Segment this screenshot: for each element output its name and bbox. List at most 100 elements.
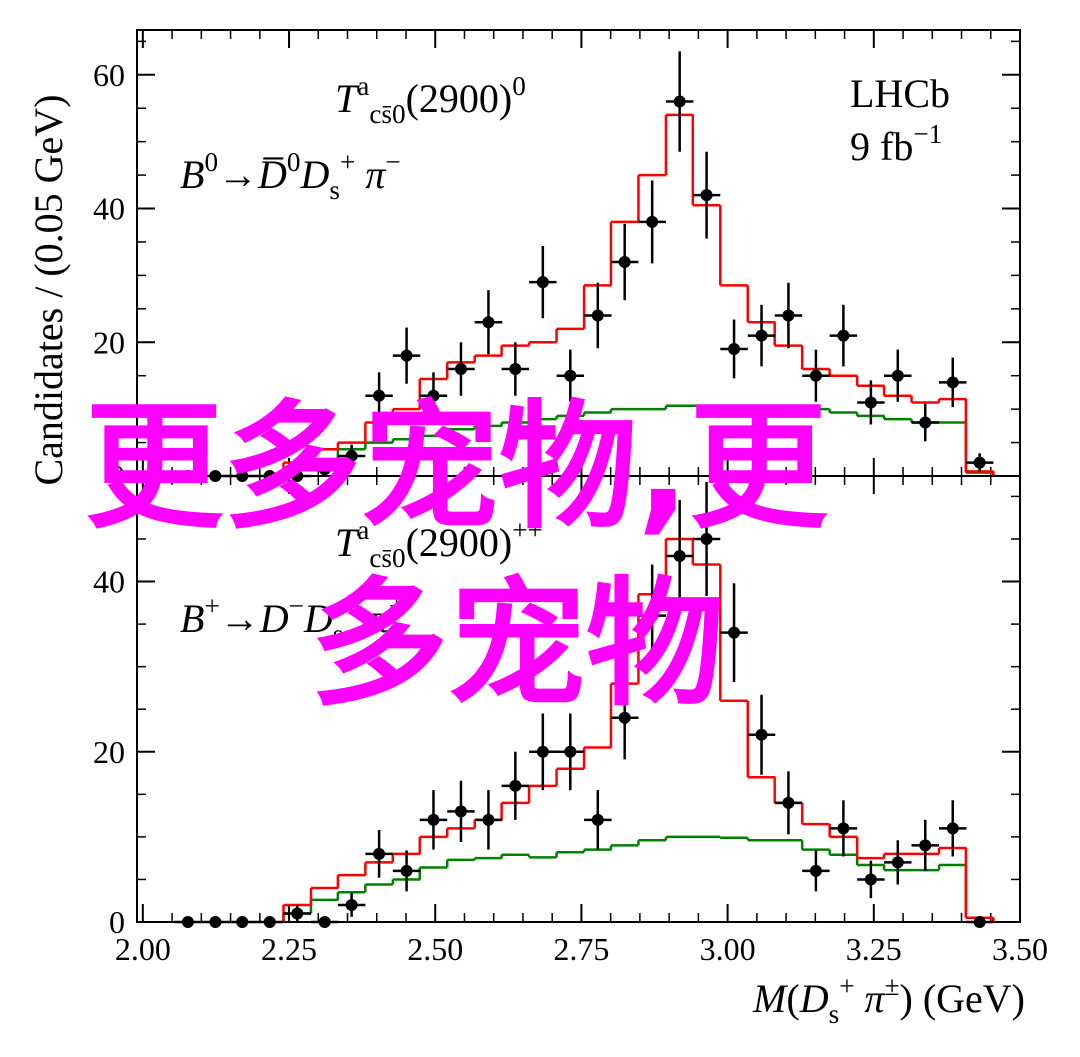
text-part: 9 fb — [850, 124, 913, 169]
data-point — [782, 796, 795, 809]
text-part: B — [180, 152, 204, 197]
text-part: M — [752, 976, 789, 1021]
text-part: ) (GeV) — [900, 976, 1026, 1021]
data-point — [591, 309, 604, 322]
data-point — [837, 329, 850, 342]
data-point — [454, 363, 467, 376]
text-part: ± — [885, 971, 900, 1001]
data-point — [946, 822, 959, 835]
data-point — [700, 189, 713, 202]
text-part: − — [385, 147, 400, 177]
data-point — [973, 456, 986, 469]
text-part: (2900) — [406, 520, 513, 565]
text-part: s — [829, 999, 840, 1029]
text-part: 0 — [287, 147, 301, 177]
data-point — [919, 416, 932, 429]
data-point — [919, 839, 932, 852]
data-point — [536, 276, 549, 289]
text-part: + — [204, 591, 219, 621]
text-part: D — [259, 596, 289, 641]
text-part: − — [289, 591, 304, 621]
x-tick-label: 2.50 — [407, 931, 463, 967]
x-tick-label: 2.00 — [115, 931, 171, 967]
x-tick-label: 3.00 — [700, 931, 756, 967]
data-point — [509, 779, 522, 792]
text-part: T — [335, 76, 360, 121]
data-point — [891, 856, 904, 869]
data-point — [646, 215, 659, 228]
x-axis-label: M(Ds+ π±) (GeV) — [752, 971, 1025, 1029]
text-part: + — [344, 591, 359, 621]
data-point — [591, 813, 604, 826]
text-part: + — [839, 971, 854, 1001]
data-point — [318, 463, 331, 476]
y-tick-label: 20 — [93, 324, 125, 360]
data-point — [673, 95, 686, 108]
data-point — [564, 745, 577, 758]
data-point — [345, 898, 358, 911]
x-tick-label: 2.25 — [261, 931, 317, 967]
annotation: 9 fb−1 — [850, 119, 942, 169]
data-point — [564, 369, 577, 382]
text-part: T — [335, 520, 360, 565]
data-point — [673, 550, 686, 563]
data-point — [427, 813, 440, 826]
overlay-text: 多宠物 — [310, 564, 724, 725]
panel: 2.00 2.25 2.50 2.75 3.00 3.25 3.50 0 20 40 Tacs̄0(… — [93, 475, 1048, 967]
text-part: 0 — [512, 71, 526, 101]
text-part: B — [180, 596, 204, 641]
y-tick-label: 0 — [109, 458, 125, 494]
data-point — [427, 389, 440, 402]
text-part: a — [357, 515, 369, 545]
text-part: → — [218, 152, 258, 197]
text-part: s — [333, 619, 344, 649]
text-part: −1 — [913, 119, 942, 149]
text-part: π — [359, 596, 390, 641]
text-part: + — [340, 147, 355, 177]
text-part: + — [389, 591, 404, 621]
data-point — [809, 369, 822, 382]
x-tick-label: 3.25 — [846, 931, 902, 967]
data-point — [373, 389, 386, 402]
data-point — [373, 847, 386, 860]
data-point — [973, 916, 986, 928]
text-part: cs̄0 — [369, 543, 405, 573]
data-point — [345, 449, 358, 462]
overlay-text: 更多宠物,更 — [85, 387, 828, 548]
data-point — [782, 309, 795, 322]
text-part: D — [300, 152, 330, 197]
data-point — [318, 916, 331, 928]
data-point — [837, 822, 850, 835]
x-tick-label: 3.50 — [992, 931, 1048, 967]
text-part: π — [355, 152, 386, 197]
y-tick-label: 40 — [93, 564, 125, 600]
data-point — [618, 711, 631, 724]
text-part: ( — [786, 976, 799, 1021]
data-point — [755, 728, 768, 741]
text-part: 0 — [204, 147, 218, 177]
text-part: LHCb — [850, 71, 950, 116]
data-point — [618, 256, 631, 269]
y-tick-label: 40 — [93, 191, 125, 227]
data-point — [181, 916, 194, 928]
text-part: D̅ — [257, 152, 287, 197]
text-part: → — [220, 596, 260, 641]
data-point — [454, 805, 467, 818]
data-point — [646, 609, 659, 622]
data-point — [864, 873, 877, 886]
data-point — [400, 349, 413, 362]
data-point — [891, 369, 904, 382]
text-part: ++ — [512, 515, 543, 545]
data-point — [209, 916, 222, 928]
annotation: Tacs̄0(2900)++ — [335, 515, 543, 573]
text-part: D — [799, 976, 829, 1021]
data-point — [809, 864, 822, 877]
x-tick-label: 2.75 — [553, 931, 609, 967]
data-point — [755, 329, 768, 342]
y-tick-label: 60 — [93, 57, 125, 93]
y-axis-label: Candidates / (0.05 GeV) — [26, 94, 71, 485]
data-point — [864, 396, 877, 409]
